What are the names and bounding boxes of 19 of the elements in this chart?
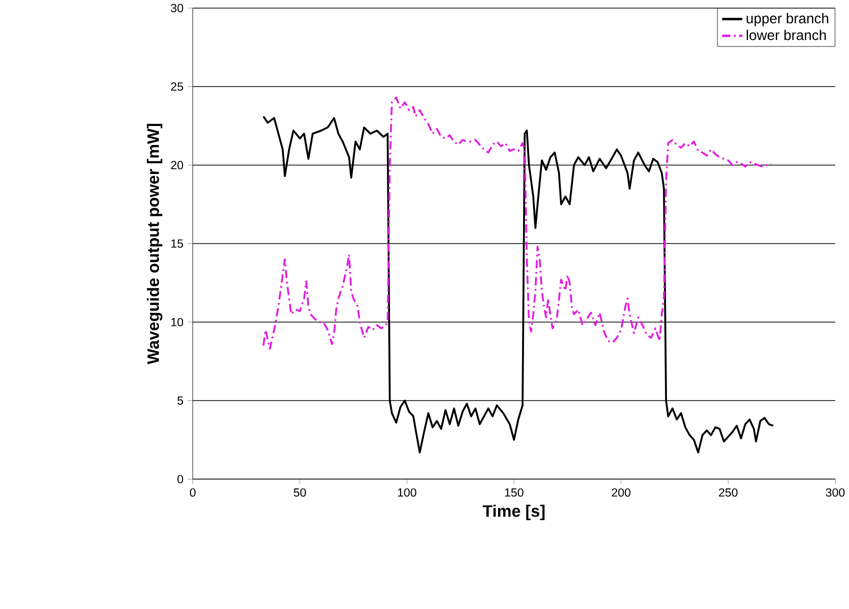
line-series xyxy=(262,115,774,454)
x-tick-label: 200 xyxy=(612,488,630,496)
y-tick-label: 0 xyxy=(177,474,184,484)
y-tick-label: 10 xyxy=(171,318,184,326)
y-axis-title: Waveguide output power [mW] xyxy=(146,124,162,364)
y-tick-label: 30 xyxy=(170,4,184,12)
x-tick-label: 50 xyxy=(294,488,306,496)
x-tick-label: 300 xyxy=(826,488,845,496)
x-axis-title: Time [s] xyxy=(482,504,545,520)
y-tick-label: 20 xyxy=(171,160,184,170)
legend-label: upper branch xyxy=(746,12,828,26)
y-tick-label: 5 xyxy=(177,396,184,404)
x-tick-label: 100 xyxy=(398,488,416,496)
legend-label: lower branch xyxy=(746,30,826,40)
y-tick-label: 15 xyxy=(171,239,184,248)
x-tick-label: 150 xyxy=(505,488,524,496)
y-tick-label: 25 xyxy=(171,82,184,91)
x-tick-label: 0 xyxy=(190,488,196,496)
x-tick-label: 250 xyxy=(718,488,738,496)
